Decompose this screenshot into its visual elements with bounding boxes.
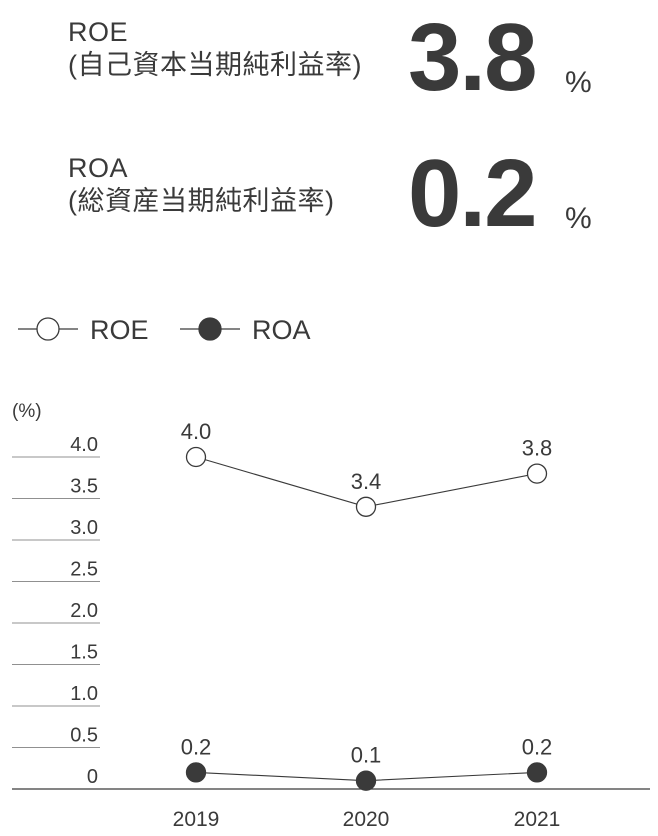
data-label-roa: 0.2 xyxy=(181,734,212,759)
x-tick-label: 2020 xyxy=(343,808,390,831)
y-tick-label: 0 xyxy=(87,766,98,788)
y-tick-label: 3.5 xyxy=(70,476,98,498)
chart-series: 4.0 3.4 3.8 0.2 0.1 0.2 xyxy=(181,419,553,791)
legend-label-roe: ROE xyxy=(90,315,149,345)
legend-label-roa: ROA xyxy=(252,315,311,345)
roe-kpi-unit: % xyxy=(565,66,592,99)
legend-marker-roa xyxy=(198,317,222,341)
roa-kpi-label: ROA (総資産当期純利益率) xyxy=(68,152,334,218)
x-tick-label: 2021 xyxy=(514,808,561,831)
roe-kpi-value: 3.8 xyxy=(408,4,537,111)
data-point-roa xyxy=(355,770,377,791)
roe-kpi-description: (自己資本当期純利益率) xyxy=(68,49,362,80)
roa-kpi-name: ROA xyxy=(68,153,129,183)
y-unit-label: (%) xyxy=(12,401,42,422)
data-point-roe xyxy=(185,446,207,468)
roa-kpi-value: 0.2 xyxy=(408,140,537,247)
y-tick-label: 2.5 xyxy=(70,559,98,581)
y-axis: (%) 0 0.5 1.0 1.5 2.0 2.5 3.0 3.5 4.0 xyxy=(12,401,98,788)
data-label-roa: 0.1 xyxy=(351,743,382,768)
y-tick-label: 2.0 xyxy=(70,600,98,622)
x-tick-label: 2019 xyxy=(173,808,220,831)
data-point-roe xyxy=(355,496,377,517)
x-axis: 2019 2020 2021 xyxy=(12,788,650,831)
data-point-roa xyxy=(185,762,207,783)
y-tick-label: 1.0 xyxy=(70,683,98,705)
y-tick-label: 3.0 xyxy=(70,517,98,539)
data-point-roe xyxy=(526,463,548,484)
chart-legend: ROE ROA xyxy=(18,315,311,345)
roa-kpi-description: (総資産当期純利益率) xyxy=(68,185,335,216)
y-tick-label: 4.0 xyxy=(70,434,98,456)
data-label-roe: 3.4 xyxy=(351,469,382,494)
roe-kpi-name: ROE xyxy=(68,17,129,47)
data-label-roe: 3.8 xyxy=(522,436,553,461)
data-point-roa xyxy=(526,762,548,783)
y-tick-label: 1.5 xyxy=(70,642,98,664)
data-label-roe: 4.0 xyxy=(181,419,212,444)
roe-kpi-label: ROE (自己資本当期純利益率) xyxy=(68,16,362,82)
roa-kpi-unit: % xyxy=(565,202,592,235)
y-tick-label: 0.5 xyxy=(70,725,98,747)
chart-grid xyxy=(12,456,100,748)
data-label-roa: 0.2 xyxy=(522,734,553,759)
legend-marker-roe xyxy=(36,317,60,341)
